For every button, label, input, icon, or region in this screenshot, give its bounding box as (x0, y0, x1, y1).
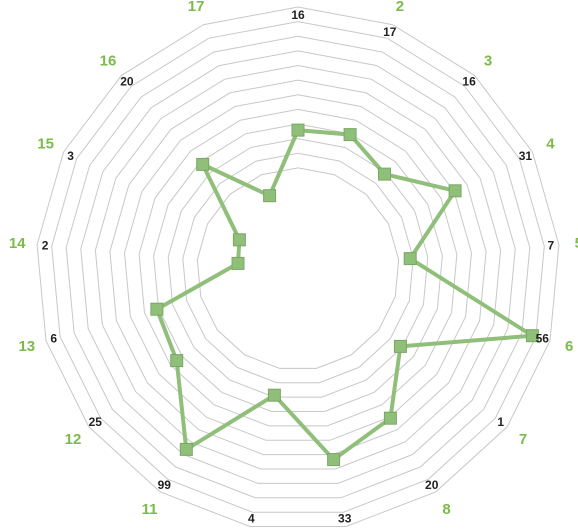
point-marker-14 (231, 256, 245, 270)
radar-grid (36, 6, 560, 527)
category-label-5: 5 (575, 235, 578, 252)
category-label-11: 11 (142, 501, 158, 518)
data-label-3: 16 (462, 74, 476, 88)
category-label-7: 7 (519, 431, 527, 448)
category-label-13: 13 (18, 338, 35, 355)
data-label-15: 3 (67, 149, 74, 163)
grid-ring-3 (167, 138, 429, 398)
data-label-8: 20 (425, 478, 439, 492)
point-marker-5 (403, 252, 417, 266)
point-marker-9 (327, 453, 341, 467)
point-marker-8 (383, 411, 397, 425)
point-marker-4 (448, 184, 462, 198)
series-line (154, 128, 535, 462)
grid-ring-1 (196, 167, 400, 369)
category-label-16: 16 (100, 53, 117, 70)
category-label-6: 6 (565, 338, 573, 355)
grid-ring-12 (36, 6, 560, 527)
data-label-6: 56 (536, 332, 550, 346)
point-marker-13 (150, 302, 164, 316)
data-label-10: 4 (248, 512, 255, 526)
grid-ring-5 (138, 108, 458, 427)
data-label-11: 99 (158, 478, 172, 492)
point-marker-10 (267, 388, 281, 402)
point-marker-12 (170, 354, 184, 368)
labels-layer: 1162173164315765671820933104119912251361… (9, 0, 578, 526)
data-label-12: 25 (89, 415, 103, 429)
data-label-5: 7 (548, 239, 555, 253)
data-label-13: 6 (50, 332, 57, 346)
grid-ring-8 (94, 64, 502, 470)
data-label-1: 16 (291, 8, 305, 22)
point-marker-2 (343, 128, 357, 142)
category-label-4: 4 (546, 135, 555, 152)
grid-ring-9 (80, 50, 516, 484)
point-marker-7 (393, 339, 407, 353)
grid-ring-4 (153, 123, 443, 412)
category-label-17: 17 (188, 0, 205, 15)
category-label-14: 14 (9, 235, 26, 252)
point-marker-3 (378, 167, 391, 181)
data-label-4: 31 (519, 149, 533, 163)
data-label-9: 33 (338, 512, 352, 526)
data-label-7: 1 (497, 415, 504, 429)
category-label-12: 12 (65, 431, 82, 448)
grid-ring-7 (109, 79, 487, 456)
category-label-15: 15 (37, 135, 54, 152)
point-marker-11 (179, 442, 193, 456)
grid-ring-6 (123, 94, 473, 441)
grid-ring-11 (51, 21, 545, 513)
data-label-2: 17 (383, 25, 397, 39)
category-label-8: 8 (442, 501, 450, 518)
series-layer (150, 123, 539, 467)
category-label-2: 2 (396, 0, 404, 15)
point-marker-1 (291, 123, 305, 137)
grid-ring-10 (65, 35, 531, 499)
data-label-14: 2 (42, 239, 49, 253)
grid-ring-2 (182, 152, 414, 384)
point-marker-16 (196, 157, 210, 171)
data-label-16: 20 (120, 74, 134, 88)
point-marker-15 (232, 233, 246, 247)
point-marker-17 (263, 189, 277, 203)
point-marker-6 (525, 329, 539, 343)
category-label-3: 3 (484, 53, 492, 70)
